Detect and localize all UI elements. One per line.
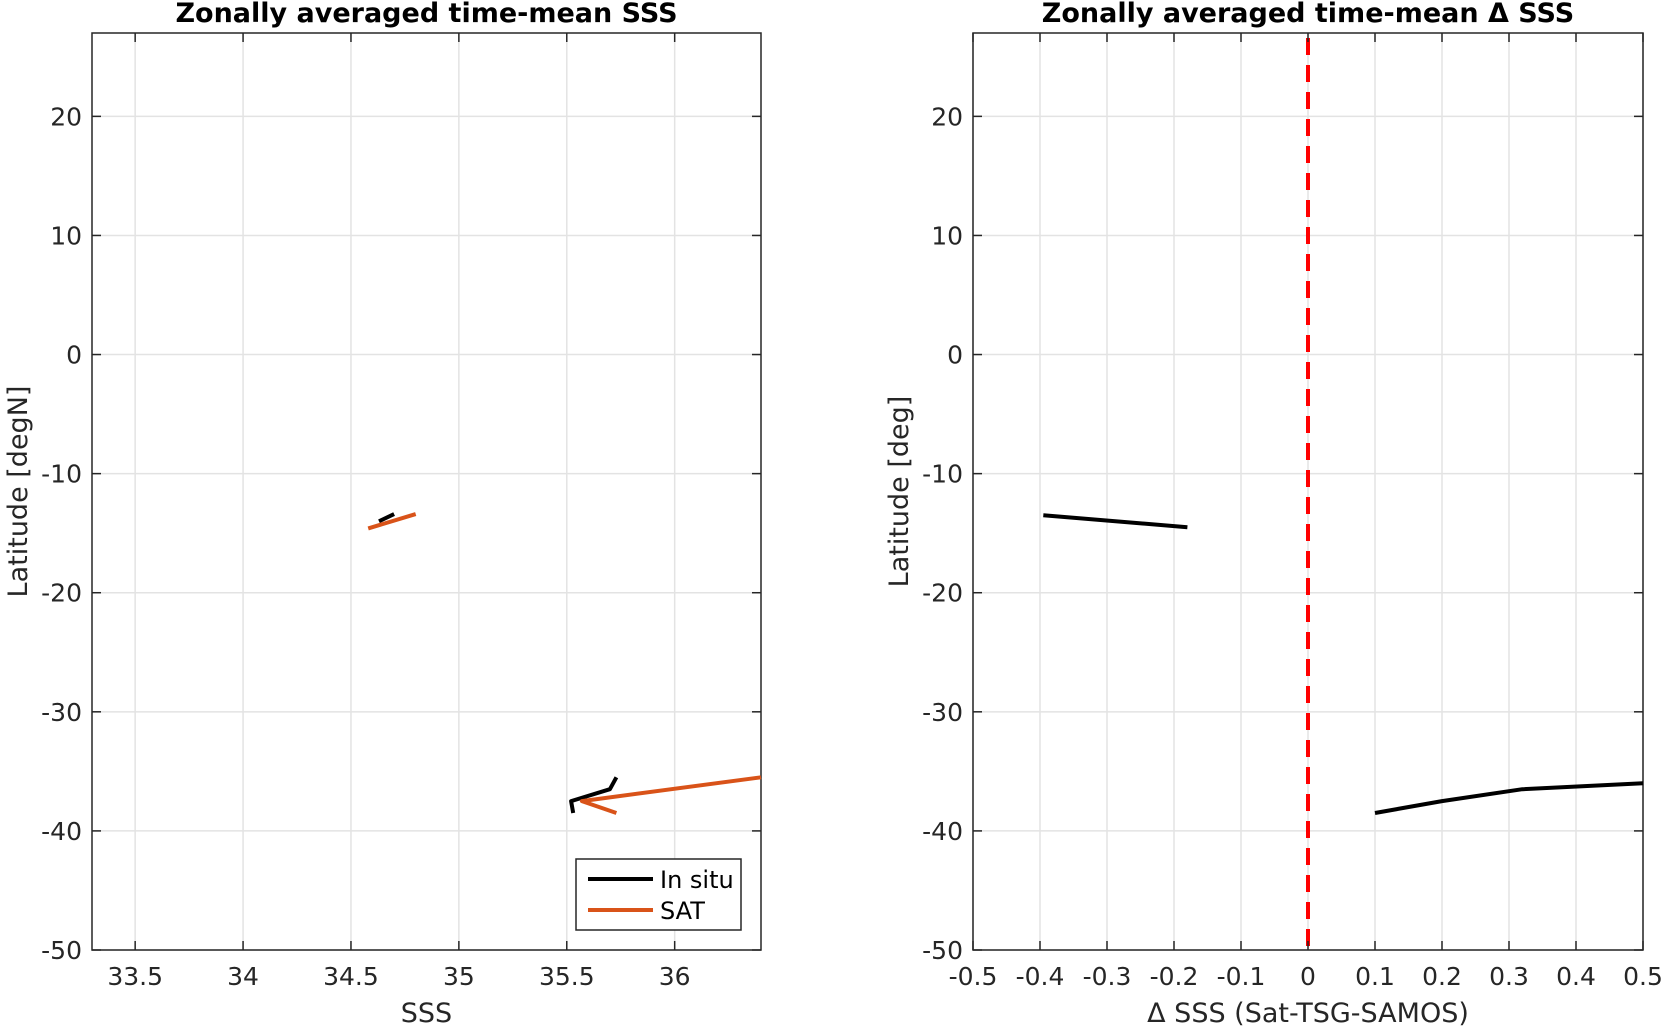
axes-2: -0.5 -0.4 -0.3 -0.2 -0.1 0 0.1 0.2 0.3 0.4 0.5 -50 -… [884, 0, 1661, 1029]
x-tick-label: 33.5 [107, 962, 163, 991]
y-axis-label: Latitude [deg] [884, 396, 915, 588]
x-tick-label: 36 [659, 962, 691, 991]
legend-box [575, 858, 742, 931]
x-axis-label: Δ SSS (Sat-TSG-SAMOS) [1147, 998, 1469, 1026]
y-tick-label: 10 [931, 221, 963, 250]
y-tick-label: 20 [50, 102, 82, 131]
y-tick-label: -30 [41, 698, 82, 727]
chart-title: Zonally averaged time-mean SSS [175, 0, 677, 29]
y-tick-label: -20 [922, 579, 963, 608]
x-tick-label: 0.4 [1556, 962, 1596, 991]
y-tick-label: -10 [922, 460, 963, 489]
legend-label: SAT [660, 897, 705, 925]
x-tick-label: -0.4 [1016, 962, 1065, 991]
x-tick-label: 34.5 [323, 962, 379, 991]
y-tick-label: -50 [41, 936, 82, 965]
legend: In situ SAT [575, 858, 742, 931]
y-tick-label: 0 [66, 341, 82, 370]
x-tick-label: 0.2 [1422, 962, 1462, 991]
series-line-in-situ [569, 776, 619, 814]
axes-1: 33.5 34 34.5 35 35.5 36 -50 -40 -30 -20 -10 0 10 20 Zo… [3, 0, 762, 1029]
y-tick-label: 0 [947, 341, 963, 370]
y-tick-label: 10 [50, 221, 82, 250]
x-tick-label: 35 [443, 962, 475, 991]
y-tick-label: 20 [931, 102, 963, 131]
y-tick-label: -50 [922, 936, 963, 965]
x-tick-label: 0.1 [1355, 962, 1395, 991]
series-line-sat [579, 775, 762, 815]
axes-box [91, 32, 762, 951]
x-tick-label: 0 [1300, 962, 1316, 991]
y-tick-label: -30 [922, 698, 963, 727]
series-line-sat [367, 512, 417, 531]
x-tick-label: -0.1 [1217, 962, 1266, 991]
x-tick-label: 34 [227, 962, 259, 991]
series-line-1 [1374, 781, 1644, 815]
y-tick-label: -40 [922, 817, 963, 846]
x-tick-label: -0.3 [1083, 962, 1132, 991]
x-tick-label: 35.5 [539, 962, 595, 991]
x-tick-label: 0.5 [1623, 962, 1661, 991]
chart-title: Zonally averaged time-mean Δ SSS [1042, 0, 1574, 29]
x-tick-label: -0.5 [949, 962, 998, 991]
y-tick-label: -20 [41, 579, 82, 608]
x-tick-label: 0.3 [1489, 962, 1529, 991]
y-tick-label: -40 [41, 817, 82, 846]
y-axis-label: Latitude [degN] [3, 386, 34, 598]
series-line-1 [1043, 513, 1188, 530]
series-line-in-situ [378, 512, 395, 524]
x-axis-label: SSS [401, 998, 452, 1026]
y-tick-label: -10 [41, 460, 82, 489]
legend-label: In situ [660, 866, 734, 894]
plot-area [92, 33, 761, 950]
x-tick-label: -0.2 [1150, 962, 1199, 991]
